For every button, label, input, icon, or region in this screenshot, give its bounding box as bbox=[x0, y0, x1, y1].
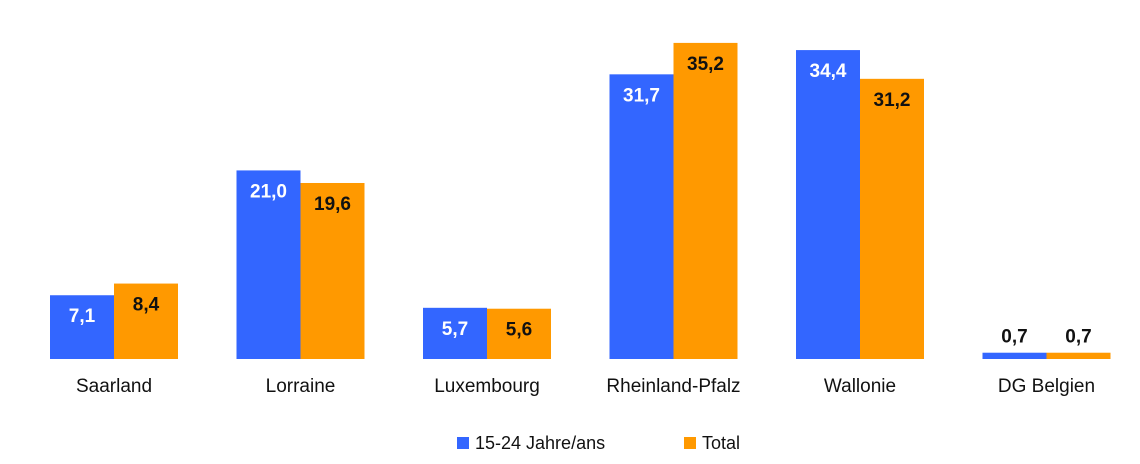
category-label-4: Wallonie bbox=[824, 376, 896, 397]
bar-total-4 bbox=[860, 78, 924, 359]
category-label-0: Saarland bbox=[76, 376, 152, 397]
category-label-1: Lorraine bbox=[266, 376, 336, 397]
bar-total-3 bbox=[673, 42, 738, 360]
bar-youth-2 bbox=[423, 307, 487, 359]
bar-total-0 bbox=[114, 283, 178, 359]
data-label-youth-1: 21,0 bbox=[250, 181, 287, 202]
data-label-youth-0: 7,1 bbox=[69, 306, 96, 327]
bar-youth-3 bbox=[609, 74, 674, 360]
category-label-2: Luxembourg bbox=[434, 376, 540, 397]
legend-swatch-1 bbox=[684, 437, 696, 449]
bars-group bbox=[50, 42, 1111, 360]
bar-total-2 bbox=[487, 308, 551, 359]
bar-youth-5 bbox=[982, 352, 1047, 359]
data-label-total-3: 35,2 bbox=[687, 54, 724, 75]
bar-youth-0 bbox=[50, 295, 114, 359]
data-label-total-5: 0,7 bbox=[1065, 327, 1091, 348]
data-label-total-2: 5,6 bbox=[506, 320, 532, 341]
legend-label-1: Total bbox=[702, 433, 740, 453]
bar-youth-4 bbox=[796, 50, 860, 359]
bar-total-1 bbox=[300, 182, 365, 359]
data-label-total-1: 19,6 bbox=[314, 194, 351, 215]
legend-swatch-0 bbox=[457, 437, 469, 449]
data-label-youth-4: 34,4 bbox=[810, 61, 847, 82]
data-labels-group: 7,1 8,4 21,0 19,6 5,7 5,6 31,7 35,2 34,4 31,2 0,7 0… bbox=[69, 54, 1092, 348]
data-label-youth-2: 5,7 bbox=[442, 319, 468, 340]
legend: 15-24 Jahre/ans Total bbox=[457, 433, 740, 453]
category-labels-group: Saarland Lorraine Luxembourg Rheinland-Pfal… bbox=[76, 376, 1095, 397]
data-label-youth-5: 0,7 bbox=[1001, 327, 1027, 348]
category-label-5: DG Belgien bbox=[998, 376, 1095, 397]
category-label-3: Rheinland-Pfalz bbox=[606, 376, 740, 397]
data-label-total-0: 8,4 bbox=[133, 295, 160, 316]
data-label-total-4: 31,2 bbox=[874, 90, 911, 111]
bar-youth-1 bbox=[236, 170, 301, 359]
data-label-youth-3: 31,7 bbox=[623, 85, 660, 106]
legend-label-0: 15-24 Jahre/ans bbox=[475, 433, 605, 453]
bar-total-5 bbox=[1046, 352, 1111, 359]
